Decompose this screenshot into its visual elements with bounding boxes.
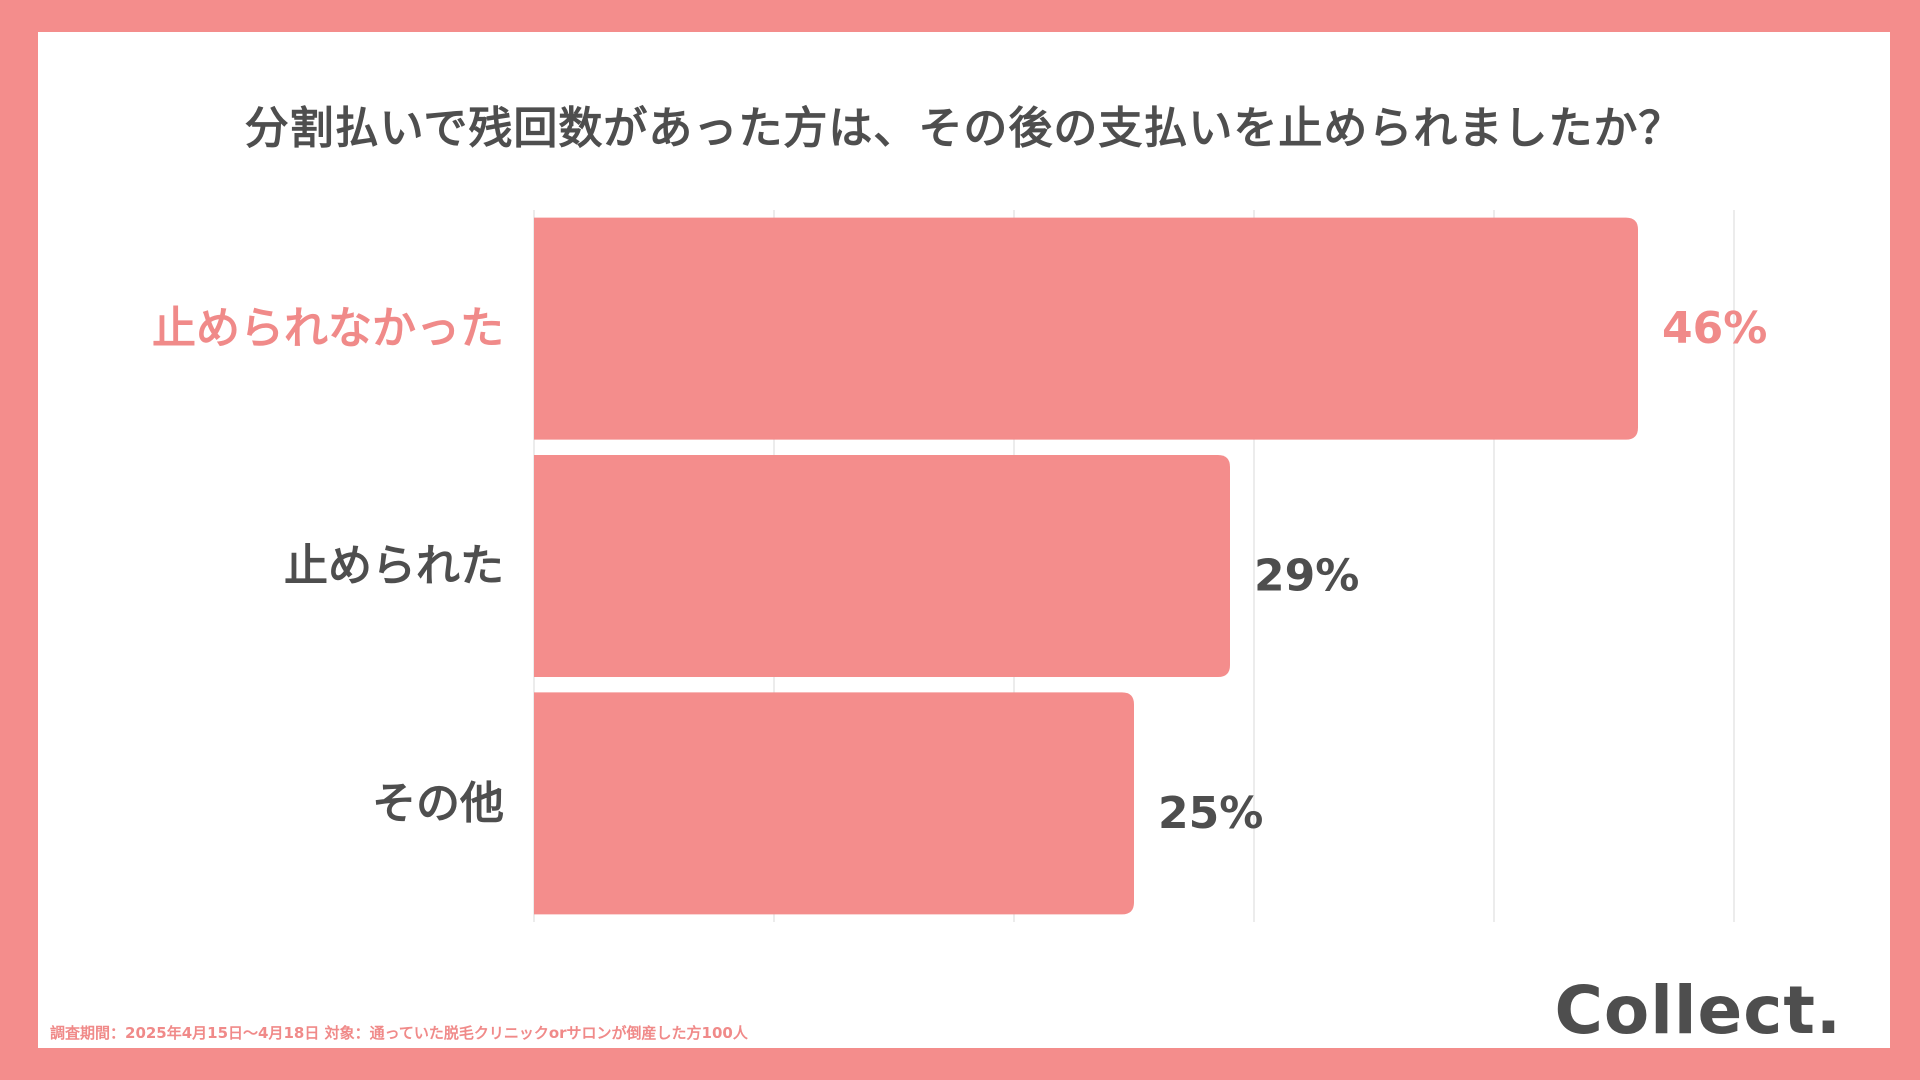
bar xyxy=(534,217,1638,440)
brand-logo: Collect. xyxy=(1554,972,1842,1049)
bar xyxy=(534,455,1230,677)
category-label: その他 xyxy=(372,778,504,829)
bar-layer xyxy=(534,217,1638,915)
category-label: 止められた xyxy=(284,541,504,592)
survey-footnote: 調査期間：2025年4月15日～4月18日 対象：通っていた脱毛クリニックorサ… xyxy=(50,1024,748,1042)
chart-title: 分割払いで残回数があった方は、その後の支払いを止められましたか？ xyxy=(244,103,1684,154)
chart-card: 分割払いで残回数があった方は、その後の支払いを止められましたか？ 止められなかっ… xyxy=(38,32,1890,1049)
value-label: 29% xyxy=(1254,551,1359,602)
bar-chart: 止められなかった 46% 止められた 29% その他 25% xyxy=(152,210,1767,922)
value-label: 25% xyxy=(1158,788,1263,839)
bar xyxy=(534,692,1134,915)
label-layer: 止められなかった 46% 止められた 29% その他 25% xyxy=(152,303,1767,839)
category-label: 止められなかった xyxy=(152,303,504,354)
value-label: 46% xyxy=(1662,303,1767,354)
